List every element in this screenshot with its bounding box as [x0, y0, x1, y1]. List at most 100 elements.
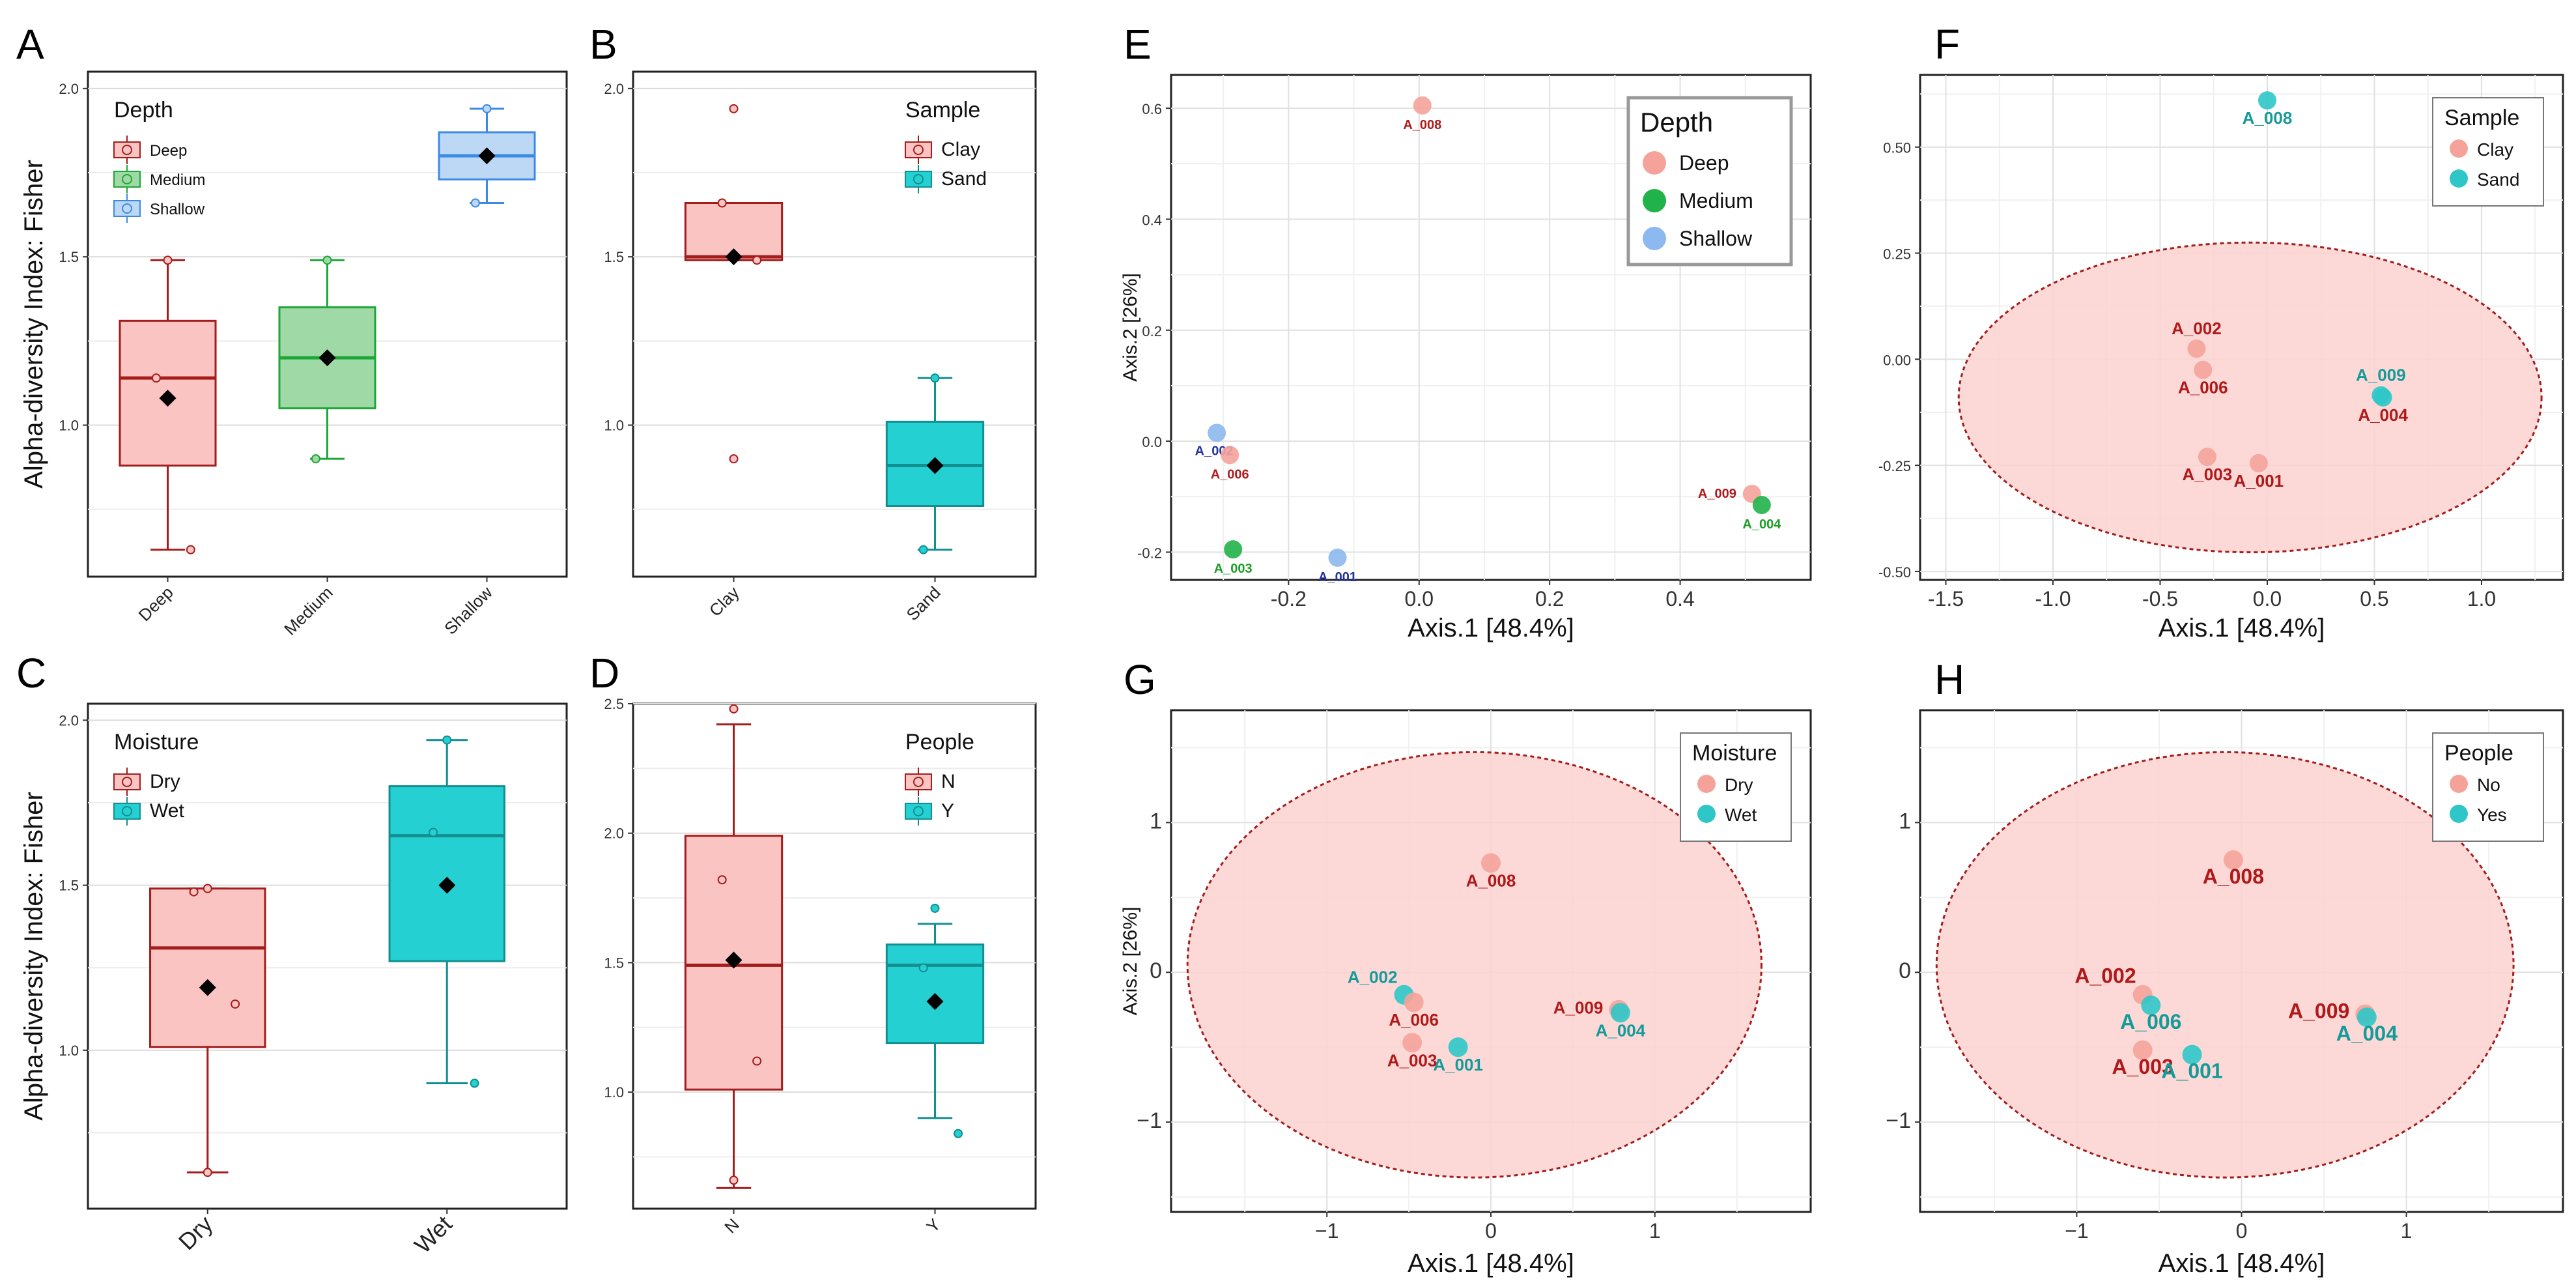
- legend-title: Sample: [905, 98, 980, 122]
- y-tick-label: 0: [1899, 958, 1911, 983]
- confidence-ellipse: [1957, 241, 2543, 554]
- point-marker: [2182, 1044, 2202, 1065]
- panel-letter: F: [1934, 21, 1960, 68]
- y-tick-label: 2.5: [604, 696, 624, 712]
- data-point: [482, 104, 492, 113]
- legend-key-dot: [122, 174, 132, 184]
- y-tick-label: 1.0: [59, 418, 79, 434]
- y-tick-label: 1.5: [604, 955, 624, 971]
- y-tick-label: -0.25: [1878, 458, 1911, 474]
- data-point: [470, 198, 480, 208]
- legend-key-dot: [2450, 805, 2468, 823]
- sample-point: A_001: [1318, 548, 1357, 584]
- data-point: [203, 1168, 212, 1177]
- point-label: A_008: [2243, 108, 2293, 128]
- sample-point: A_003: [2183, 448, 2233, 484]
- point-marker: [1328, 548, 1347, 567]
- sample-point: A_006: [2178, 360, 2228, 397]
- panel-e: E -0.2 0.0 0.2 0.4 -0.2 0.0 0.2 0.4 0.6 Axis.1 [48…: [1120, 21, 1812, 642]
- point-label: A_009: [1698, 487, 1736, 501]
- legend-label: No: [2477, 775, 2500, 795]
- point-label: A_003: [1214, 562, 1253, 576]
- legend-key-dot: [2450, 139, 2468, 158]
- x-tick-label: 0.4: [1665, 587, 1694, 611]
- x-tick-label: −1: [2065, 1219, 2088, 1243]
- point-marker: [2373, 388, 2392, 407]
- point-marker: [1402, 1033, 1422, 1053]
- sample-point: A_002: [1348, 968, 1414, 1005]
- panel-letter: G: [1124, 656, 1156, 703]
- box-deep: Deep: [119, 255, 217, 625]
- panel-letter: E: [1124, 21, 1152, 68]
- data-point: [930, 373, 940, 383]
- y-tick-label: 0.50: [1883, 140, 1911, 156]
- y-tick-label: 0.6: [1142, 101, 1162, 117]
- legend: People NY: [905, 730, 974, 826]
- sample-point: A_008: [1403, 96, 1441, 132]
- y-axis-title: Alpha-diversity Index: Fisher: [20, 160, 48, 489]
- legend-title: Sample: [2444, 106, 2519, 130]
- x-tick-label: 1: [2401, 1219, 2413, 1243]
- point-marker: [2187, 339, 2206, 358]
- mean-diamond: [478, 147, 496, 165]
- legend-label: Medium: [1679, 189, 1753, 212]
- legend: People No Yes: [2432, 732, 2544, 842]
- x-tick-label: -1.5: [1928, 587, 1964, 611]
- legend: Depth Deep Medium Shallow: [1626, 96, 1793, 266]
- iqr-box: [388, 785, 505, 962]
- iqr-box: [149, 887, 266, 1048]
- legend: Moisture Dry Wet: [1680, 732, 1792, 842]
- legend-key-dot: [122, 806, 132, 816]
- y-tick-label: 0.0: [1142, 434, 1162, 450]
- y-tick-label: -0.50: [1878, 564, 1911, 581]
- panel-g: G −1 0 1 −1 0 1 Axis.1 [48.4%] Axis.2 [26%] A_008…: [1120, 656, 1812, 1278]
- y-axis-title: Axis.2 [26%]: [1120, 273, 1141, 382]
- point-marker: [1221, 446, 1239, 465]
- y-axis-title: Axis.2 [26%]: [1120, 907, 1141, 1016]
- point-label: A_002: [2074, 964, 2136, 988]
- sample-point: A_008: [2243, 91, 2293, 128]
- y-tick-label: 2.0: [59, 712, 79, 728]
- y-tick-label: 1.5: [604, 249, 624, 265]
- panel-letter: H: [1934, 656, 1964, 703]
- mean-diamond: [438, 876, 456, 894]
- data-point: [163, 255, 173, 265]
- y-tick-label: -0.2: [1137, 545, 1162, 561]
- x-tick-label: 0: [2236, 1219, 2248, 1243]
- point-marker: [2249, 453, 2268, 472]
- y-tick-label: −1: [1886, 1108, 1911, 1133]
- y-tick-label: 1: [1899, 809, 1911, 833]
- data-point: [717, 198, 727, 208]
- point-label: A_006: [2178, 378, 2228, 397]
- legend-key-dot: [913, 145, 924, 155]
- point-marker: [2198, 448, 2216, 467]
- data-point: [322, 255, 332, 265]
- sample-point: A_001: [1433, 1037, 1483, 1074]
- point-label: A_009: [1553, 998, 1604, 1018]
- legend: Moisture Dry Wet: [113, 730, 199, 826]
- legend-label: Dry: [150, 771, 180, 792]
- point-marker: [2223, 850, 2243, 870]
- data-point: [151, 373, 161, 383]
- legend-key-dot: [1643, 227, 1666, 250]
- point-label: A_001: [2161, 1059, 2222, 1083]
- point-label: A_003: [2183, 465, 2233, 484]
- sample-point: A_003: [1387, 1033, 1437, 1070]
- y-tick-label: 0.4: [1142, 212, 1162, 228]
- box-n: N: [684, 704, 784, 1237]
- x-tick-label: -0.5: [2142, 587, 2178, 611]
- legend-label: Wet: [150, 800, 184, 822]
- point-label: A_009: [2356, 366, 2406, 385]
- legend-label: Shallow: [150, 201, 205, 218]
- confidence-ellipse: [1186, 751, 1762, 1179]
- data-point: [930, 903, 940, 913]
- legend: Sample Clay Sand: [905, 98, 987, 194]
- data-point: [954, 1129, 963, 1138]
- mean-diamond: [199, 979, 216, 996]
- legend-label: Deep: [150, 142, 187, 160]
- y-tick-label: 1.0: [604, 418, 624, 434]
- point-label: A_003: [1387, 1050, 1437, 1070]
- plot-frame: [632, 70, 1037, 578]
- data-point: [429, 828, 438, 837]
- data-point: [203, 884, 212, 893]
